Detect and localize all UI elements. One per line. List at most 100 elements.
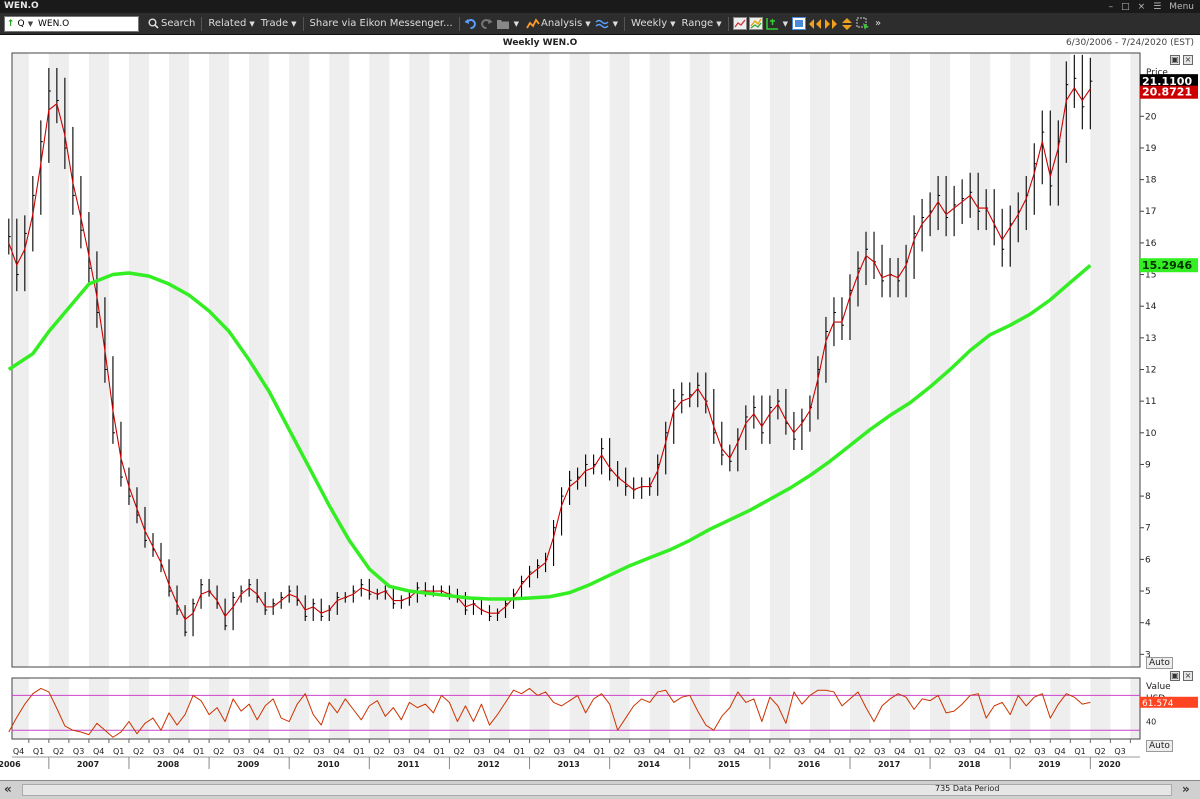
close-panel-button[interactable]: ×	[1183, 55, 1193, 65]
range-select[interactable]: Range ▼	[679, 13, 725, 35]
minimize-button[interactable]: –	[1108, 1, 1114, 12]
redo-icon[interactable]	[479, 16, 495, 32]
quarter-band	[169, 53, 190, 667]
quarter-tick-label: Q2	[854, 747, 865, 756]
restore-panel-button[interactable]: ▣	[1170, 55, 1180, 65]
chevron-down-icon[interactable]: ▼	[513, 19, 520, 28]
quarter-band	[289, 53, 310, 667]
trade-menu[interactable]: Trade ▼	[258, 13, 300, 35]
toolbar-divider	[458, 16, 460, 31]
year-label: 2014	[638, 760, 661, 769]
y-tick-label: 19	[1145, 144, 1157, 154]
window-titlebar: WEN.O – □ × ☰ Menu	[0, 0, 1200, 13]
toolbar-divider	[201, 16, 203, 31]
undo-icon[interactable]	[463, 16, 479, 32]
quarter-tick-label: Q1	[994, 747, 1005, 756]
chevron-down-icon[interactable]: ▼	[782, 19, 788, 28]
quarter-tick-label: Q2	[934, 747, 945, 756]
related-menu[interactable]: Related ▼	[205, 13, 257, 35]
quarter-tick-label: Q4	[253, 747, 264, 756]
quarter-band	[449, 53, 470, 667]
quarter-tick-label: Q3	[554, 747, 565, 756]
window-icon[interactable]	[791, 16, 807, 32]
window-controls: – □ × ☰ Menu	[1109, 0, 1200, 13]
quarter-band	[249, 53, 270, 667]
line-chart-icon[interactable]	[732, 16, 748, 32]
maximize-button[interactable]: □	[1121, 1, 1130, 12]
quarter-band	[409, 53, 430, 667]
quarter-band	[449, 678, 470, 739]
quarter-band	[649, 678, 670, 739]
share-button[interactable]: Share via Eikon Messenger...	[307, 13, 456, 35]
quarter-tick-label: Q1	[273, 747, 284, 756]
quarter-tick-label: Q3	[714, 747, 725, 756]
restore-rsi-button[interactable]: ▣	[1170, 671, 1180, 681]
quarter-band	[649, 53, 670, 667]
quarter-tick-label: Q4	[894, 747, 905, 756]
interval-select[interactable]: Weekly ▼	[628, 13, 678, 35]
zoom-vertical-icon[interactable]	[839, 16, 855, 32]
quarter-tick-label: Q2	[1014, 747, 1025, 756]
quarter-tick-label: Q4	[173, 747, 184, 756]
quarter-tick-label: Q3	[634, 747, 645, 756]
y-tick-label: 13	[1145, 334, 1156, 344]
scroll-left-icon[interactable]	[807, 16, 823, 32]
crosshair-icon[interactable]	[764, 16, 780, 32]
rsi-auto-scale-button[interactable]: Auto	[1146, 740, 1173, 752]
quarter-tick-label: Q2	[1094, 747, 1105, 756]
y-tick-label: 12	[1145, 365, 1156, 375]
chevron-down-icon[interactable]: ▼	[27, 20, 34, 28]
quote-q-icon[interactable]: Q	[17, 19, 25, 29]
quarter-tick-label: Q3	[393, 747, 404, 756]
quarter-tick-label: Q4	[333, 747, 344, 756]
select-icon[interactable]	[855, 16, 871, 32]
chart-svg[interactable]: 34567891011121314151617181920PriceUSD21.…	[0, 35, 1200, 780]
year-label: 2019	[1038, 760, 1061, 769]
chevron-down-icon[interactable]: ▼	[612, 19, 619, 28]
close-button[interactable]: ×	[1137, 1, 1146, 12]
menu-button[interactable]: Menu	[1169, 1, 1194, 12]
quarter-band	[1050, 678, 1071, 739]
quarter-band	[890, 678, 911, 739]
more-icon[interactable]: »	[874, 18, 882, 29]
quarter-band	[209, 53, 230, 667]
long-ma-tag: 15.2946	[1142, 259, 1192, 272]
quarter-tick-label: Q2	[694, 747, 705, 756]
y-tick-label: 16	[1145, 239, 1157, 249]
scroll-start-icon[interactable]: «	[4, 782, 12, 796]
year-label: 2018	[958, 760, 981, 769]
y-tick-label: 18	[1145, 176, 1157, 186]
quarter-band	[88, 53, 109, 667]
wave-icon[interactable]	[594, 16, 610, 32]
analysis-menu[interactable]: Analysis ▼	[522, 13, 594, 35]
up-arrow-icon: ↑	[6, 19, 15, 29]
year-label: 2008	[157, 760, 180, 769]
quarter-band	[609, 53, 630, 667]
compare-icon[interactable]	[748, 16, 764, 32]
time-scrollbar[interactable]	[22, 784, 1172, 796]
auto-scale-button[interactable]: Auto	[1146, 657, 1173, 669]
symbol-input[interactable]	[35, 19, 131, 29]
quarter-tick-label: Q4	[1054, 747, 1065, 756]
quarter-tick-label: Q1	[834, 747, 845, 756]
y-tick-label: 8	[1145, 492, 1151, 502]
last-price-tag: 21.1100	[1142, 75, 1192, 88]
scroll-right-icon[interactable]	[823, 16, 839, 32]
menu-icon[interactable]: ☰	[1153, 1, 1162, 12]
quarter-tick-label: Q3	[473, 747, 484, 756]
quarter-band	[970, 678, 991, 739]
folder-icon[interactable]	[495, 16, 511, 32]
search-button[interactable]: Search	[142, 13, 198, 35]
quarter-tick-label: Q3	[153, 747, 164, 756]
close-rsi-button[interactable]: ×	[1183, 671, 1193, 681]
quarter-tick-label: Q4	[574, 747, 585, 756]
quarter-tick-label: Q1	[113, 747, 124, 756]
trade-label: Trade	[260, 18, 289, 29]
scroll-end-icon[interactable]: »	[1182, 782, 1190, 796]
quarter-tick-label: Q1	[594, 747, 605, 756]
quarter-tick-label: Q1	[193, 747, 204, 756]
quarter-tick-label: Q3	[954, 747, 965, 756]
quarter-tick-label: Q3	[1114, 747, 1125, 756]
y-tick-label: 3	[1145, 650, 1151, 660]
year-label: 2009	[237, 760, 260, 769]
